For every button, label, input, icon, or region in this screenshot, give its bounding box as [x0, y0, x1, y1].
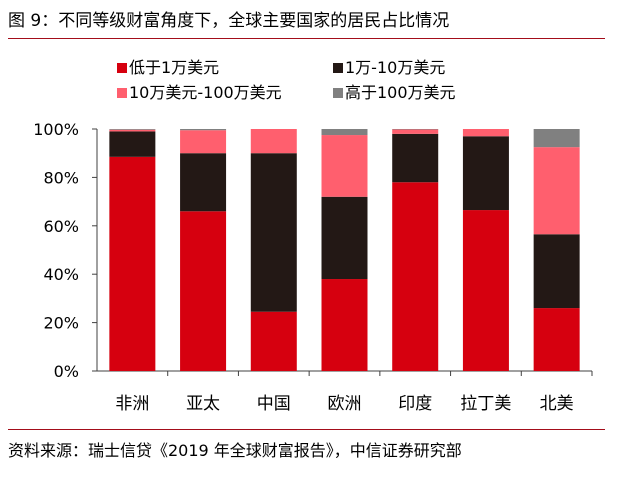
- chart-title: 图 9：不同等级财富角度下，全球主要国家的居民占比情况: [8, 11, 450, 31]
- bar-segment-5-1: [462, 136, 509, 211]
- title-divider: [8, 38, 605, 39]
- category-label-2: 中国: [257, 394, 291, 414]
- bar-segment-6-3: [533, 129, 580, 148]
- bar-segment-1-0: [180, 211, 227, 371]
- bar-segment-3-3: [321, 129, 368, 136]
- bar-segment-4-2: [392, 129, 439, 134]
- category-label-1: 亚太: [186, 394, 220, 414]
- bar-segment-3-0: [321, 279, 368, 371]
- bar-segment-1-1: [180, 153, 227, 212]
- source-note: 资料来源：瑞士信贷《2019 年全球财富报告》，中信证券研究部: [8, 441, 462, 460]
- bar-segment-4-1: [392, 133, 439, 183]
- legend-swatch-2: [117, 88, 127, 98]
- bar-segment-4-0: [392, 182, 439, 371]
- y-tick-label-5: 100%: [33, 120, 79, 139]
- source-divider: [8, 429, 605, 430]
- bar-segment-0-3: [109, 129, 156, 130]
- bar-segment-5-2: [462, 129, 509, 137]
- y-tick-label-2: 40%: [43, 265, 79, 284]
- y-tick-label-4: 80%: [43, 168, 79, 187]
- legend-swatch-3: [333, 88, 343, 98]
- legend-label-3: 高于100万美元: [345, 83, 456, 102]
- bar-segment-0-0: [109, 156, 156, 371]
- y-tick-label-0: 0%: [54, 362, 79, 381]
- legend-label-1: 1万-10万美元: [345, 58, 445, 77]
- category-label-0: 非洲: [115, 394, 149, 414]
- stacked-bar-chart: 低于1万美元 1万-10万美元 10万美元-100万美元 高于100万美元 0% 20%…: [33, 58, 593, 414]
- bar-segment-1-2: [180, 130, 227, 154]
- legend-swatch-1: [333, 63, 343, 73]
- legend-label-2: 10万美元-100万美元: [129, 83, 282, 102]
- category-label-5: 拉丁美: [460, 394, 511, 414]
- category-label-3: 欧洲: [328, 394, 362, 414]
- bar-segment-2-1: [250, 153, 297, 312]
- bar-segment-3-2: [321, 135, 368, 197]
- legend-label-0: 低于1万美元: [129, 58, 219, 77]
- bar-segment-6-2: [533, 147, 580, 235]
- category-label-4: 印度: [398, 394, 432, 414]
- bar-segment-1-3: [180, 129, 227, 131]
- legend: 低于1万美元 1万-10万美元 10万美元-100万美元 高于100万美元: [117, 58, 456, 102]
- x-axis: 非洲 亚太 中国 欧洲 印度 拉丁美 北美: [115, 371, 593, 414]
- bar-segment-0-2: [109, 129, 156, 132]
- legend-swatch-0: [117, 63, 127, 73]
- y-axis: 0% 20% 40% 60% 80% 100%: [33, 120, 592, 381]
- bar-segment-0-1: [109, 131, 156, 157]
- category-label-6: 北美: [540, 394, 574, 414]
- y-tick-label-1: 20%: [43, 314, 79, 333]
- bar-segment-6-0: [533, 308, 580, 371]
- bar-segment-3-1: [321, 196, 368, 280]
- bar-segment-5-0: [462, 210, 509, 371]
- y-tick-label-3: 60%: [43, 217, 79, 236]
- bar-segment-6-1: [533, 234, 580, 309]
- bar-segment-2-2: [250, 129, 297, 154]
- bars: [109, 129, 580, 371]
- bar-segment-2-0: [250, 311, 297, 371]
